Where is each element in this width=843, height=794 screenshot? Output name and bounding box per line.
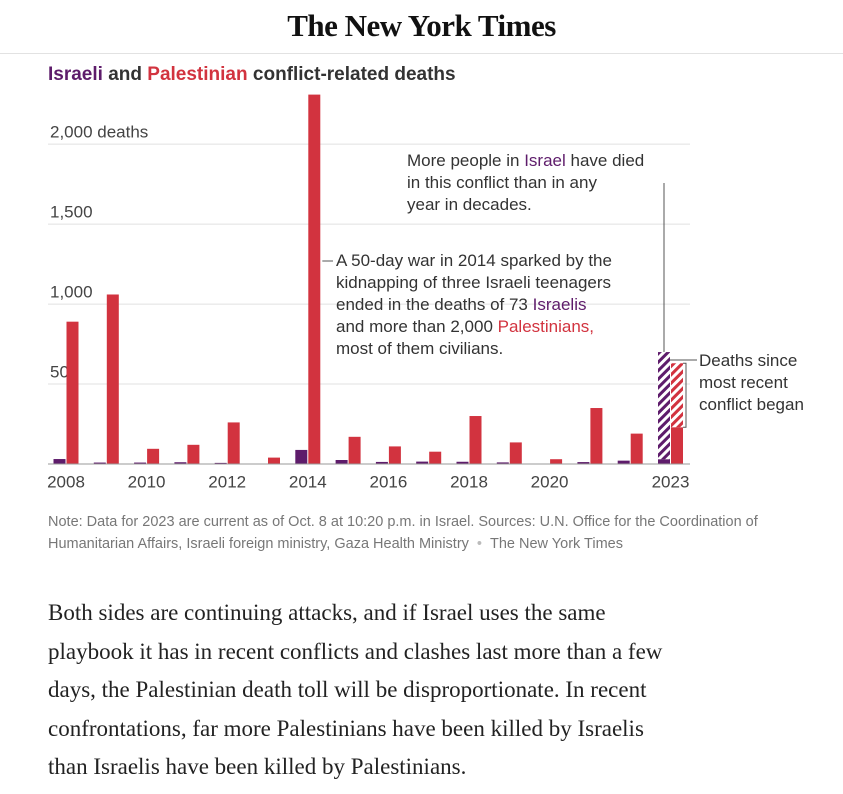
annotation-line: ended in the deaths of 73 Israelis bbox=[336, 294, 612, 316]
bar bbox=[295, 449, 308, 464]
y-tick-label: 2,000 deaths bbox=[50, 123, 148, 142]
bracket bbox=[683, 362, 687, 428]
annotation-text: kidnapping of three Israeli teenagers bbox=[336, 273, 612, 292]
title-rest: conflict-related deaths bbox=[252, 64, 456, 85]
annotation-text: most of them civilians. bbox=[336, 339, 504, 358]
paragraph-line: than Israelis have been killed by Palest… bbox=[48, 754, 467, 779]
bar bbox=[630, 433, 643, 464]
x-tick-label: 2016 bbox=[369, 472, 407, 491]
paragraph-line: Both sides are continuing attacks, and i… bbox=[48, 600, 606, 625]
bar bbox=[550, 459, 563, 464]
bar bbox=[348, 436, 361, 464]
bar bbox=[496, 462, 509, 464]
annotation-text: More people in bbox=[407, 151, 520, 170]
annotation-text: in this conflict than in any bbox=[407, 173, 597, 192]
bar bbox=[174, 462, 187, 464]
annotation: Deaths since most recent conflict began bbox=[699, 350, 804, 416]
highlight-word: Israel bbox=[524, 151, 566, 170]
bar bbox=[147, 448, 160, 464]
note-text: Note: Data for 2023 are current as of Oc… bbox=[48, 514, 758, 552]
title-and: and bbox=[108, 64, 142, 85]
hatched-bar bbox=[671, 363, 683, 428]
x-tick-label: 2010 bbox=[128, 472, 166, 491]
bar bbox=[268, 457, 280, 464]
annotation-line: A 50-day war in 2014 sparked by the bbox=[336, 250, 612, 272]
annotation-line: conflict began bbox=[699, 394, 804, 416]
annotation-line: Deaths since bbox=[699, 350, 804, 372]
x-tick-label: 2008 bbox=[47, 472, 85, 491]
annotation: A 50-day war in 2014 sparked by the kidna… bbox=[336, 250, 612, 360]
annotation-text: year in decades. bbox=[407, 195, 532, 214]
x-tick-label: 2012 bbox=[208, 472, 246, 491]
separator: • bbox=[476, 536, 482, 552]
bar bbox=[308, 94, 321, 465]
bar bbox=[53, 459, 66, 464]
highlight-word: Palestinians, bbox=[497, 317, 595, 336]
bar bbox=[106, 294, 119, 464]
y-tick-label: 1,500 bbox=[50, 203, 93, 222]
x-tick-label: 2018 bbox=[450, 472, 488, 491]
bar bbox=[577, 462, 590, 464]
bar bbox=[93, 462, 106, 464]
bar bbox=[214, 462, 227, 464]
x-tick-label: 2023 bbox=[652, 472, 690, 491]
paragraph-line: playbook it has in recent conflicts and … bbox=[48, 638, 663, 664]
hatched-bar bbox=[658, 352, 670, 460]
annotation-line: most recent bbox=[699, 372, 804, 394]
bar bbox=[416, 461, 429, 464]
bar bbox=[227, 422, 240, 464]
logo[interactable]: The New York Times bbox=[287, 8, 556, 43]
note: Note: Data for 2023 are current as of Oc… bbox=[48, 511, 838, 555]
header-rule bbox=[0, 53, 843, 54]
bar bbox=[658, 459, 670, 464]
paragraph-line: confrontations, far more Palestinians ha… bbox=[48, 715, 644, 741]
annotation-text: A 50-day war in 2014 sparked by the bbox=[336, 251, 612, 270]
bar bbox=[590, 408, 603, 464]
bar bbox=[509, 442, 522, 464]
annotation-line: most of them civilians. bbox=[336, 338, 612, 360]
paragraph-line: days, the Palestinian death toll will be… bbox=[48, 677, 647, 702]
highlight-word: Israelis bbox=[532, 295, 587, 314]
annotation-text: and more than 2,000 bbox=[336, 317, 493, 336]
bar bbox=[66, 321, 79, 464]
bar bbox=[335, 460, 348, 464]
bar bbox=[456, 461, 469, 464]
chart-title: Israeli and Palestinian conflict-related… bbox=[48, 64, 456, 86]
y-tick-label: 1,000 bbox=[50, 283, 93, 302]
bar bbox=[469, 416, 482, 464]
annotation-line: year in decades. bbox=[407, 194, 644, 216]
bar bbox=[429, 451, 442, 464]
bar bbox=[134, 462, 147, 464]
annotation-line: More people in Israel have died bbox=[407, 150, 644, 172]
bar bbox=[617, 460, 630, 464]
bar bbox=[671, 427, 683, 464]
x-tick-label: 2014 bbox=[289, 472, 327, 491]
bar bbox=[187, 444, 200, 464]
annotation-text: ended in the deaths of 73 bbox=[336, 295, 528, 314]
annotation-text: conflict began bbox=[699, 395, 804, 414]
credit: The New York Times bbox=[490, 536, 623, 552]
bar bbox=[375, 461, 388, 464]
annotation-text: Deaths since bbox=[699, 351, 798, 370]
article-paragraph: Both sides are continuing attacks, and i… bbox=[48, 594, 662, 787]
annotation-line: and more than 2,000 Palestinians, bbox=[336, 316, 612, 338]
annotation-line: kidnapping of three Israeli teenagers bbox=[336, 272, 612, 294]
bar bbox=[388, 446, 401, 464]
annotation-line: in this conflict than in any bbox=[407, 172, 644, 194]
annotation-text: have died bbox=[570, 151, 645, 170]
title-palestinian: Palestinian bbox=[147, 64, 248, 85]
annotation: More people in Israel have died in this c… bbox=[407, 150, 644, 216]
annotation-text: most recent bbox=[699, 373, 788, 392]
title-israeli: Israeli bbox=[48, 64, 103, 85]
x-tick-label: 2020 bbox=[531, 472, 569, 491]
